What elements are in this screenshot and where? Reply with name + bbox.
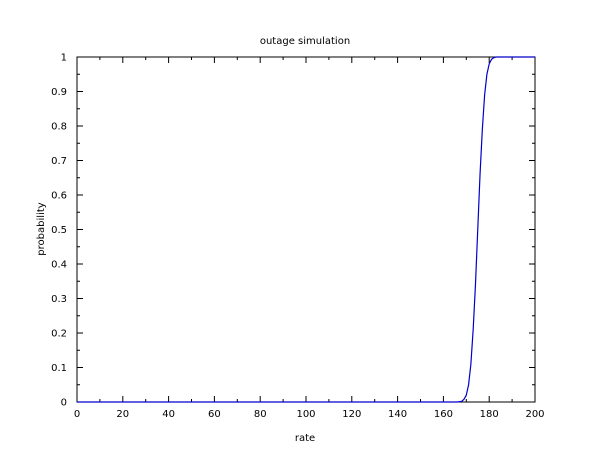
x-tick-label: 160 <box>434 409 453 420</box>
y-tick-label: 0.8 <box>51 122 67 133</box>
y-tick-label: 0.4 <box>51 260 67 271</box>
y-tick-label: 0.1 <box>51 363 67 374</box>
x-tick-label: 20 <box>116 409 129 420</box>
chart-title: outage simulation <box>260 36 350 47</box>
y-tick-label: 0.3 <box>51 294 67 305</box>
y-axis: 0 0.1 0.2 0.3 0.4 0.5 0.6 0.7 0.8 0.9 1 <box>51 53 535 409</box>
series-line <box>77 56 535 403</box>
x-tick-label: 140 <box>388 409 407 420</box>
y-tick-label: 0.5 <box>51 225 67 236</box>
y-tick-label: 0.2 <box>51 329 67 340</box>
x-tick-label: 80 <box>254 409 267 420</box>
x-tick-label: 120 <box>342 409 361 420</box>
y-tick-label: 0.6 <box>51 191 67 202</box>
x-axis: 0 20 40 60 80 100 120 140 160 180 200 <box>74 57 545 420</box>
x-tick-label: 60 <box>208 409 221 420</box>
series-layer <box>77 56 535 403</box>
y-tick-label: 0.7 <box>51 156 67 167</box>
x-axis-label: rate <box>295 433 315 444</box>
x-tick-label: 100 <box>296 409 315 420</box>
y-tick-label: 0.9 <box>51 87 67 98</box>
x-tick-label: 40 <box>162 409 175 420</box>
y-tick-label: 1 <box>61 53 67 64</box>
x-tick-label: 180 <box>480 409 499 420</box>
x-tick-label: 0 <box>74 409 80 420</box>
y-tick-label: 0 <box>61 398 67 409</box>
y-axis-label: probability <box>36 202 47 255</box>
x-tick-label: 200 <box>525 409 544 420</box>
plot-frame <box>76 56 536 403</box>
